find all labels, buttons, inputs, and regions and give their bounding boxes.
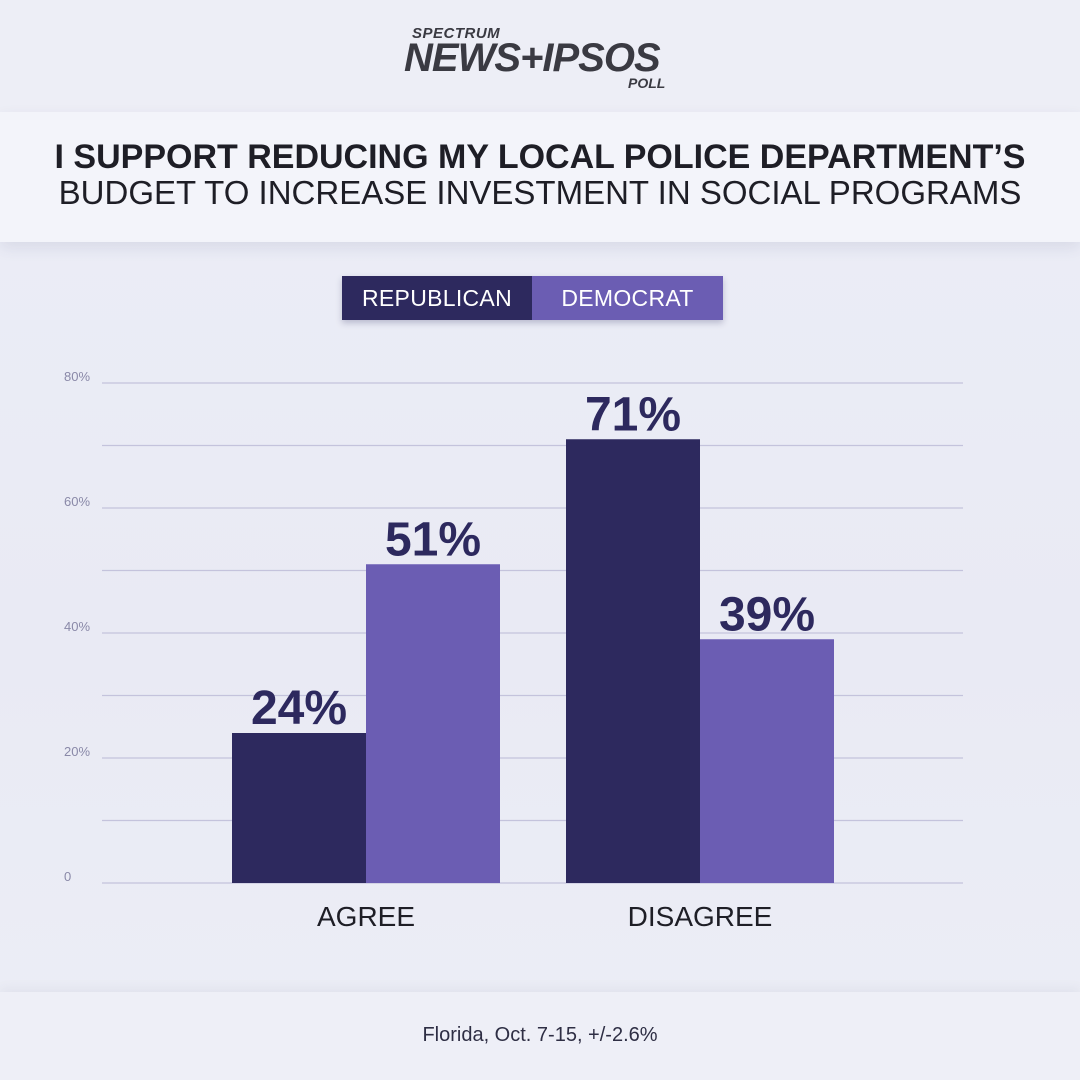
x-category-label: AGREE: [317, 901, 415, 932]
bar-democrat-disagree: [700, 639, 834, 883]
bar-democrat-agree: [366, 564, 500, 883]
y-tick-label: 80%: [64, 369, 90, 384]
bar-republican-agree: [232, 733, 366, 883]
data-label: 39%: [719, 588, 815, 641]
data-label: 24%: [251, 682, 347, 735]
bar-republican-disagree: [566, 439, 700, 883]
data-label: 71%: [585, 388, 681, 441]
data-label: 51%: [385, 513, 481, 566]
y-tick-label: 40%: [64, 619, 90, 634]
y-tick-label: 60%: [64, 494, 90, 509]
footer-note: Florida, Oct. 7-15, +/-2.6%: [0, 1024, 1080, 1047]
x-category-label: DISAGREE: [628, 901, 773, 932]
y-tick-label: 0: [64, 869, 71, 884]
y-tick-label: 20%: [64, 744, 90, 759]
